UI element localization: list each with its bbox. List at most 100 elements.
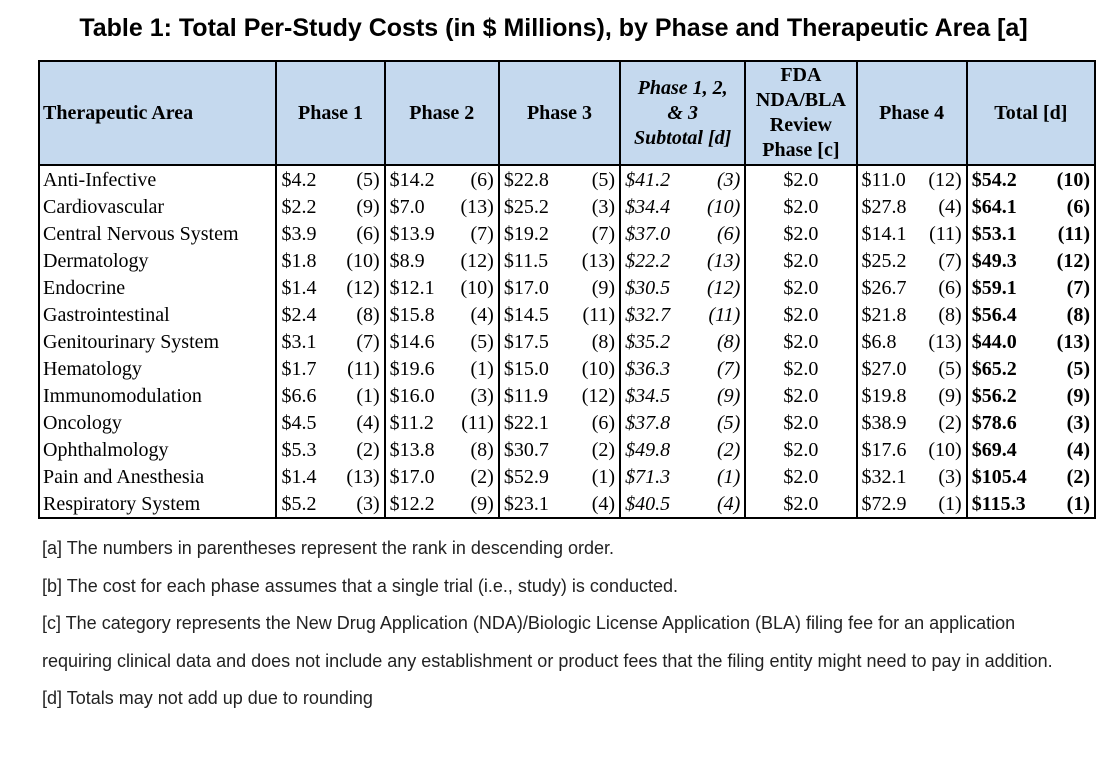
- rank-value: (3): [716, 168, 741, 191]
- header-subtotal: Phase 1, 2, & 3 Subtotal [d]: [619, 60, 747, 166]
- rank-value: (9): [938, 384, 962, 407]
- rank-value: (3): [470, 384, 494, 407]
- cost-value: $64.1: [971, 195, 1017, 218]
- phase-4-cell: $11.0 (12): [855, 165, 968, 193]
- cost-value: $53.1: [971, 222, 1017, 245]
- rank-value: (10): [346, 249, 380, 272]
- rank-value: (6): [1066, 195, 1090, 218]
- rank-value: (2): [716, 438, 741, 461]
- table-row: Dermatology $1.8 (10) $8.9 (12) $11.5 (13) $22.…: [37, 247, 1097, 274]
- header-fda-review: FDA NDA/BLA Review Phase [c]: [744, 60, 858, 166]
- cost-value: $115.3: [971, 492, 1026, 515]
- cost-value: $65.2: [971, 357, 1017, 380]
- cost-value: $34.4: [625, 195, 671, 218]
- rank-value: (11): [582, 303, 616, 326]
- rank-value: (12): [460, 249, 494, 272]
- rank-value: (7): [356, 330, 380, 353]
- phase-3-cell: $19.2 (7): [497, 220, 622, 247]
- rank-value: (1): [1066, 492, 1090, 515]
- cost-value: $78.6: [971, 411, 1017, 434]
- cost-value: $27.8: [861, 195, 907, 218]
- rank-value: (8): [470, 438, 494, 461]
- subtotal-cell: $71.3 (1): [619, 463, 747, 490]
- rank-value: (5): [356, 168, 380, 191]
- therapeutic-area-cell: Oncology: [37, 409, 278, 436]
- phase-1-cell: $6.6 (1): [275, 382, 386, 409]
- table-row: Respiratory System $5.2 (3) $12.2 (9) $23.1 (4…: [37, 490, 1097, 519]
- cost-value: $25.2: [503, 195, 549, 218]
- cost-value: $1.4: [281, 465, 317, 488]
- rank-value: (11): [929, 222, 962, 245]
- rank-value: (9): [591, 276, 616, 299]
- rank-value: (9): [716, 384, 741, 407]
- phase-4-cell: $27.0 (5): [855, 355, 968, 382]
- cost-value: $14.5: [503, 303, 549, 326]
- phase-4-cell: $38.9 (2): [855, 409, 968, 436]
- phase-2-cell: $14.6 (5): [383, 328, 500, 355]
- phase-4-cell: $26.7 (6): [855, 274, 968, 301]
- rank-value: (13): [460, 195, 494, 218]
- total-cell: $105.4 (2): [965, 463, 1097, 490]
- phase-1-cell: $5.3 (2): [275, 436, 386, 463]
- cost-value: $56.4: [971, 303, 1017, 326]
- footnotes: [a] The numbers in parentheses represent…: [42, 530, 1082, 718]
- therapeutic-area-cell: Endocrine: [37, 274, 278, 301]
- rank-value: (9): [356, 195, 380, 218]
- therapeutic-area-cell: Hematology: [37, 355, 278, 382]
- cost-value: $21.8: [861, 303, 907, 326]
- cost-value: $1.7: [281, 357, 317, 380]
- total-cell: $49.3 (12): [965, 247, 1097, 274]
- total-cell: $54.2 (10): [965, 165, 1097, 193]
- cost-value: $13.8: [389, 438, 435, 461]
- cost-value: $35.2: [625, 330, 671, 353]
- cost-value: $69.4: [971, 438, 1017, 461]
- rank-value: (2): [1066, 465, 1090, 488]
- rank-value: (7): [470, 222, 494, 245]
- subtotal-cell: $36.3 (7): [619, 355, 747, 382]
- rank-value: (3): [591, 195, 616, 218]
- fda-review-cell: $2.0: [744, 193, 858, 220]
- total-cell: $59.1 (7): [965, 274, 1097, 301]
- phase-3-cell: $23.1 (4): [497, 490, 622, 519]
- rank-value: (1): [470, 357, 494, 380]
- total-cell: $69.4 (4): [965, 436, 1097, 463]
- total-cell: $56.4 (8): [965, 301, 1097, 328]
- phase-2-cell: $11.2 (11): [383, 409, 500, 436]
- rank-value: (11): [1057, 222, 1090, 245]
- rank-value: (11): [347, 357, 380, 380]
- cost-value: $6.8: [861, 330, 897, 353]
- phase-2-cell: $13.9 (7): [383, 220, 500, 247]
- cost-value: $105.4: [971, 465, 1027, 488]
- rank-value: (12): [346, 276, 380, 299]
- table-body: Anti-Infective $4.2 (5) $14.2 (6) $22.8 (5) $41…: [37, 165, 1097, 519]
- cost-value: $30.5: [625, 276, 671, 299]
- cost-value: $49.3: [971, 249, 1017, 272]
- phase-1-cell: $1.7 (11): [275, 355, 386, 382]
- phase-4-cell: $14.1 (11): [855, 220, 968, 247]
- phase-1-cell: $1.4 (13): [275, 463, 386, 490]
- rank-value: (6): [356, 222, 380, 245]
- subtotal-cell: $32.7 (11): [619, 301, 747, 328]
- cost-value: $1.8: [281, 249, 317, 272]
- phase-4-cell: $19.8 (9): [855, 382, 968, 409]
- cost-value: $30.7: [503, 438, 549, 461]
- cost-value: $4.2: [281, 168, 317, 191]
- rank-value: (11): [708, 303, 741, 326]
- phase-2-cell: $7.0 (13): [383, 193, 500, 220]
- rank-value: (3): [938, 465, 962, 488]
- rank-value: (11): [461, 411, 494, 434]
- header-phase-1: Phase 1: [275, 60, 386, 166]
- phase-2-cell: $8.9 (12): [383, 247, 500, 274]
- cost-value: $40.5: [625, 492, 671, 515]
- phase-2-cell: $14.2 (6): [383, 165, 500, 193]
- table-title: Table 1: Total Per-Study Costs (in $ Mil…: [79, 14, 1028, 42]
- phase-4-cell: $6.8 (13): [855, 328, 968, 355]
- fda-review-cell: $2.0: [744, 463, 858, 490]
- fda-review-cell: $2.0: [744, 328, 858, 355]
- rank-value: (12): [1056, 249, 1090, 272]
- cost-value: $12.2: [389, 492, 435, 515]
- table-row: Immunomodulation $6.6 (1) $16.0 (3) $11.9 (12)…: [37, 382, 1097, 409]
- phase-4-cell: $25.2 (7): [855, 247, 968, 274]
- total-cell: $53.1 (11): [965, 220, 1097, 247]
- phase-2-cell: $16.0 (3): [383, 382, 500, 409]
